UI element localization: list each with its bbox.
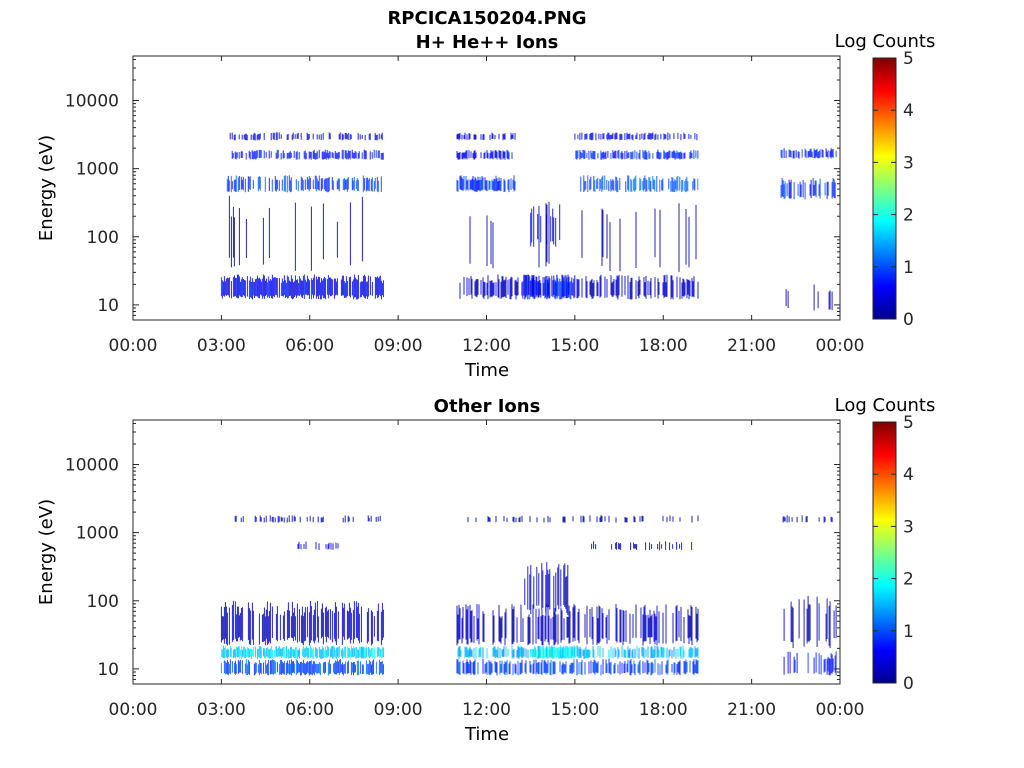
x-tick-label: 12:00	[462, 336, 511, 356]
x-tick-label: 21:00	[727, 700, 776, 720]
colorbar-tick-label: 3	[903, 153, 914, 173]
y-tick-label: 10000	[65, 456, 119, 476]
colorbar-tick-label: 2	[903, 206, 914, 226]
panel-1-colorbar: Log Counts 0 1 2 3 4 5	[835, 31, 936, 330]
x-tick-label: 18:00	[639, 700, 688, 720]
panel-2-frame	[132, 419, 841, 685]
figure-filename: RPCICA150204.PNG	[387, 8, 586, 29]
panel-other-ions: Other Ions 00:00 03:00 06:00 09:00 12:00 15:0…	[36, 395, 935, 745]
y-tick-label: 1000	[76, 160, 119, 180]
colorbar-tick-label: 1	[903, 622, 914, 642]
colorbar-tick-label: 0	[903, 310, 914, 330]
panel-h-he-ions: H+ He++ Ions 00:00 03:00 06:00 09:00 12:00 15…	[36, 31, 935, 381]
colorbar-tick-label: 1	[903, 258, 914, 278]
x-tick-label: 00:00	[109, 336, 158, 356]
panel-1-title: H+ He++ Ions	[416, 32, 559, 53]
x-tick-label: 00:00	[816, 336, 865, 356]
x-tick-label: 15:00	[550, 336, 599, 356]
panel-2-title: Other Ions	[434, 396, 541, 417]
panel-2-colorbar-ticks: 0 1 2 3 4 5	[873, 413, 914, 694]
colorbar-tick-label: 5	[903, 49, 914, 69]
y-tick-label: 100	[87, 228, 119, 248]
x-tick-label: 12:00	[462, 700, 511, 720]
colorbar-tick-label: 4	[903, 101, 914, 121]
panel-1-axes: 00:00 03:00 06:00 09:00 12:00 15:00 18:00 21:00…	[65, 56, 865, 356]
colorbar-tick-label: 4	[903, 465, 914, 485]
x-tick-label: 15:00	[550, 700, 599, 720]
panel-2-spectrogram	[220, 515, 837, 676]
x-tick-label: 06:00	[285, 700, 334, 720]
x-tick-label: 18:00	[639, 336, 688, 356]
panel-1-spectrogram	[220, 132, 837, 311]
x-tick-label: 06:00	[285, 336, 334, 356]
y-tick-label: 1000	[76, 524, 119, 544]
panel-1-colorbar-ticks: 0 1 2 3 4 5	[873, 49, 914, 330]
panel-2-colorbar: Log Counts 0 1 2 3 4 5	[835, 395, 936, 694]
y-tick-label: 10000	[65, 92, 119, 112]
colorbar-tick-label: 2	[903, 570, 914, 590]
panel-2-xlabel: Time	[464, 724, 509, 745]
x-tick-label: 00:00	[109, 700, 158, 720]
y-tick-label: 100	[87, 592, 119, 612]
x-tick-label: 21:00	[727, 336, 776, 356]
y-tick-label: 10	[97, 660, 119, 680]
panel-1-xlabel: Time	[464, 360, 509, 381]
panel-1-ylabel: Energy (eV)	[36, 135, 57, 241]
colorbar-tick-label: 3	[903, 517, 914, 537]
y-tick-label: 10	[97, 296, 119, 316]
x-tick-label: 03:00	[197, 336, 246, 356]
x-tick-label: 00:00	[816, 700, 865, 720]
panel-2-colorbar-title: Log Counts	[835, 395, 936, 416]
panel-1-colorbar-title: Log Counts	[835, 31, 936, 52]
panel-2-axes: 00:00 03:00 06:00 09:00 12:00 15:00 18:00 21:00…	[65, 420, 865, 720]
panel-2-colorbar-gradient	[872, 421, 897, 684]
panel-1-colorbar-gradient	[872, 57, 897, 320]
x-tick-label: 09:00	[374, 336, 423, 356]
colorbar-tick-label: 5	[903, 413, 914, 433]
colorbar-tick-label: 0	[903, 674, 914, 694]
x-tick-label: 09:00	[374, 700, 423, 720]
panel-2-ylabel: Energy (eV)	[36, 499, 57, 605]
x-tick-label: 03:00	[197, 700, 246, 720]
